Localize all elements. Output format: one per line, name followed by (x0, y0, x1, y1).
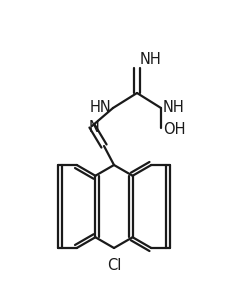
Text: OH: OH (163, 121, 185, 136)
Text: N: N (89, 120, 99, 134)
Text: NH: NH (140, 52, 162, 67)
Text: NH: NH (163, 99, 185, 115)
Text: Cl: Cl (107, 258, 121, 273)
Text: HN: HN (89, 101, 111, 115)
